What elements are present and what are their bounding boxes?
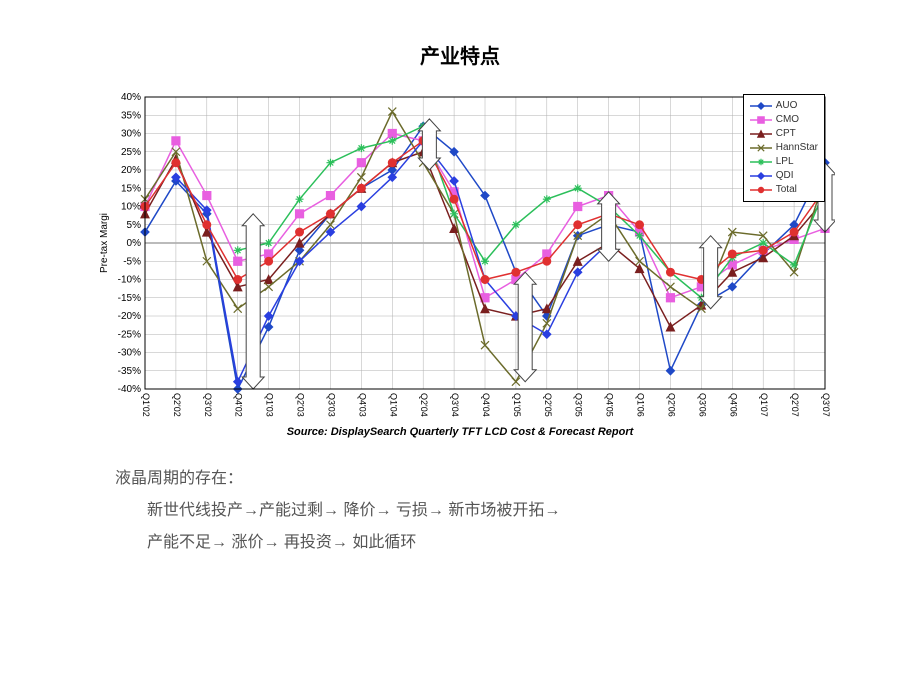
svg-text:Q3'06: Q3'06 (697, 393, 707, 417)
svg-text:-15%: -15% (118, 293, 141, 304)
svg-text:Q3'04: Q3'04 (450, 393, 460, 417)
legend-item: LPL (750, 155, 818, 169)
svg-text:-25%: -25% (118, 329, 141, 340)
body-line-2: 新世代线投产→产能过剩→ 降价→ 亏损→ 新市场被开拓→ (115, 495, 920, 527)
svg-text:20%: 20% (121, 165, 141, 176)
svg-text:35%: 35% (121, 110, 141, 121)
legend-item: CMO (750, 113, 818, 127)
svg-text:40%: 40% (121, 92, 141, 103)
legend-label: CMO (776, 113, 799, 127)
pretax-margin-chart: -40% -35% -30% -25% -20% -15% -10% -5% 0% 5% 10% 15… (85, 89, 835, 419)
svg-text:Q1'02: Q1'02 (141, 393, 151, 417)
legend-swatch (750, 115, 772, 125)
svg-text:-5%: -5% (123, 256, 141, 267)
body-line-3: 产能不足→ 涨价→ 再投资→ 如此循环 (115, 527, 920, 559)
legend-label: Total (776, 183, 797, 197)
svg-text:Q2'06: Q2'06 (666, 393, 676, 417)
svg-text:Q4'05: Q4'05 (605, 393, 615, 417)
body-text: 液晶周期的存在： 新世代线投产→产能过剩→ 降价→ 亏损→ 新市场被开拓→ 产能… (115, 463, 920, 559)
svg-text:Pre-tax Margi: Pre-tax Margi (99, 213, 110, 273)
svg-text:25%: 25% (121, 147, 141, 158)
svg-text:Q2'02: Q2'02 (172, 393, 182, 417)
legend-label: AUO (776, 99, 798, 113)
chart-legend: AUOCMOCPTHannStarLPLQDITotal (743, 94, 825, 202)
svg-text:Q4'02: Q4'02 (234, 393, 244, 417)
svg-text:Q2'03: Q2'03 (296, 393, 306, 417)
svg-text:Q1'03: Q1'03 (265, 393, 275, 417)
svg-text:-40%: -40% (118, 384, 141, 395)
svg-text:-20%: -20% (118, 311, 141, 322)
legend-label: HannStar (776, 141, 818, 155)
legend-item: QDI (750, 169, 818, 183)
svg-text:Q1'06: Q1'06 (636, 393, 646, 417)
legend-item: AUO (750, 99, 818, 113)
legend-item: HannStar (750, 141, 818, 155)
legend-label: CPT (776, 127, 796, 141)
svg-text:30%: 30% (121, 129, 141, 140)
legend-swatch (750, 171, 772, 181)
legend-swatch (750, 101, 772, 111)
svg-text:0%: 0% (127, 238, 142, 249)
page-title: 产业特点 (0, 40, 920, 69)
legend-label: QDI (776, 169, 794, 183)
svg-text:5%: 5% (127, 220, 142, 231)
svg-text:-35%: -35% (118, 366, 141, 377)
svg-text:Q3'02: Q3'02 (203, 393, 213, 417)
svg-text:15%: 15% (121, 183, 141, 194)
svg-text:Q2'04: Q2'04 (419, 393, 429, 417)
svg-text:Q2'05: Q2'05 (543, 393, 553, 417)
svg-text:10%: 10% (121, 202, 141, 213)
legend-label: LPL (776, 155, 794, 169)
svg-text:Q3'07: Q3'07 (821, 393, 831, 417)
legend-swatch (750, 185, 772, 195)
svg-text:Q4'06: Q4'06 (728, 393, 738, 417)
legend-item: CPT (750, 127, 818, 141)
chart-container: -40% -35% -30% -25% -20% -15% -10% -5% 0% 5% 10% 15… (85, 89, 835, 424)
svg-text:Q4'03: Q4'03 (357, 393, 367, 417)
chart-source: Source: DisplaySearch Quarterly TFT LCD … (0, 426, 920, 438)
svg-text:Q1'04: Q1'04 (388, 393, 398, 417)
body-line-1: 液晶周期的存在： (115, 463, 920, 495)
svg-text:Q2'07: Q2'07 (790, 393, 800, 417)
legend-item: Total (750, 183, 818, 197)
svg-text:-30%: -30% (118, 348, 141, 359)
svg-text:Q4'04: Q4'04 (481, 393, 491, 417)
legend-swatch (750, 143, 772, 153)
svg-text:Q3'03: Q3'03 (326, 393, 336, 417)
svg-text:Q1'07: Q1'07 (759, 393, 769, 417)
legend-swatch (750, 157, 772, 167)
svg-text:Q3'05: Q3'05 (574, 393, 584, 417)
svg-text:-10%: -10% (118, 275, 141, 286)
legend-swatch (750, 129, 772, 139)
svg-text:Q1'05: Q1'05 (512, 393, 522, 417)
